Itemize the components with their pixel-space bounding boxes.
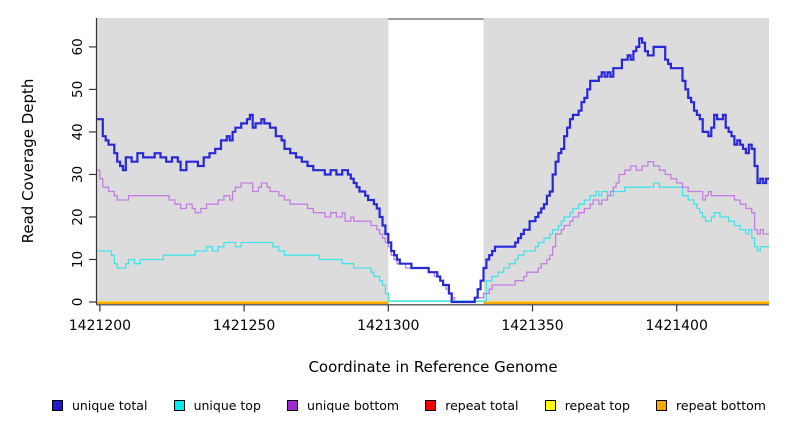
legend-item-repeat-top: repeat top xyxy=(544,398,630,413)
legend-label: repeat top xyxy=(564,398,630,413)
legend-item-repeat-total: repeat total xyxy=(425,398,519,413)
x-tick-label: 1421400 xyxy=(646,318,708,334)
y-tick-label: 40 xyxy=(70,123,86,140)
legend-swatch-icon xyxy=(287,400,299,411)
y-tick-label: 20 xyxy=(70,208,86,225)
y-axis-title: Read Coverage Depth xyxy=(19,78,37,244)
legend-label: unique bottom xyxy=(307,398,400,413)
x-axis-title: Coordinate in Reference Genome xyxy=(308,358,558,376)
legend-item-unique-total: unique total xyxy=(52,398,147,413)
gap-region xyxy=(388,19,484,303)
legend-swatch-icon xyxy=(656,400,668,411)
y-tick-label: 0 xyxy=(70,298,86,307)
x-tick-label: 1421250 xyxy=(213,318,275,334)
y-tick-label: 30 xyxy=(70,166,86,183)
legend-swatch-icon xyxy=(425,400,437,411)
legend-label: repeat total xyxy=(445,398,519,413)
x-tick-label: 1421300 xyxy=(357,318,419,334)
y-tick-label: 10 xyxy=(70,251,86,268)
y-tick-label: 50 xyxy=(70,81,86,98)
legend-label: unique total xyxy=(72,398,148,413)
legend-item-unique-bottom: unique bottom xyxy=(287,398,399,413)
legend-label: unique top xyxy=(193,398,261,413)
legend: unique total unique top unique bottom repea… xyxy=(0,398,792,413)
x-tick-label: 1421200 xyxy=(69,318,131,334)
coverage-chart: 0 10 20 30 40 50 60 1421200 1421250 1421300 142135… xyxy=(69,18,769,334)
legend-swatch-icon xyxy=(52,400,63,411)
legend-label: repeat bottom xyxy=(676,398,766,413)
legend-item-repeat-bottom: repeat bottom xyxy=(656,398,766,413)
x-tick-label: 1421350 xyxy=(501,318,563,334)
y-tick-label: 60 xyxy=(70,38,86,55)
series-unique-bottom xyxy=(97,161,769,303)
legend-swatch-icon xyxy=(544,400,556,411)
series-unique-total xyxy=(97,37,769,304)
series-unique-top xyxy=(97,182,769,302)
legend-swatch-icon xyxy=(173,400,185,411)
legend-item-unique-top: unique top xyxy=(173,398,261,413)
